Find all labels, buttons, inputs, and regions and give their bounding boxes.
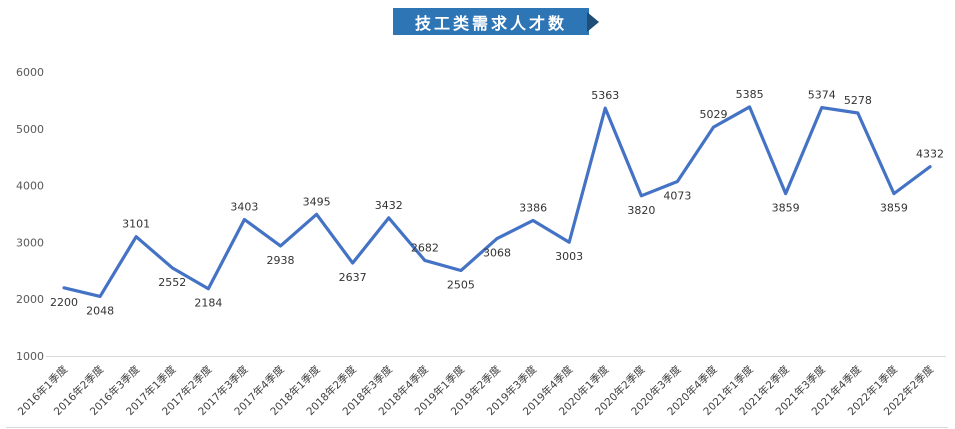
data-label: 3432 <box>375 199 403 212</box>
y-axis-label: 5000 <box>16 123 44 136</box>
data-label: 3859 <box>772 202 800 215</box>
chart-title-banner: 技工类需求人才数 <box>393 8 599 35</box>
data-label: 3101 <box>122 218 150 231</box>
data-label: 4332 <box>916 148 944 161</box>
data-label: 5385 <box>736 88 764 101</box>
y-axis-label: 1000 <box>16 350 44 363</box>
data-label: 2682 <box>411 241 439 254</box>
data-label: 5363 <box>591 89 619 102</box>
data-label: 3068 <box>483 247 511 260</box>
data-label: 2637 <box>339 271 367 284</box>
data-label: 3003 <box>555 250 583 263</box>
data-label: 2505 <box>447 279 475 292</box>
data-label: 3495 <box>303 195 331 208</box>
data-label: 5029 <box>700 108 728 121</box>
y-axis-label: 4000 <box>16 180 44 193</box>
data-label: 2200 <box>50 296 78 309</box>
data-label: 3859 <box>880 202 908 215</box>
data-label: 2552 <box>158 276 186 289</box>
data-label: 3820 <box>627 204 655 217</box>
chart-title: 技工类需求人才数 <box>414 13 567 33</box>
data-label: 5374 <box>808 89 836 102</box>
data-label: 4073 <box>663 189 691 202</box>
data-label: 2184 <box>194 297 222 310</box>
y-axis-label: 2000 <box>16 293 44 306</box>
data-label: 3386 <box>519 201 547 214</box>
y-axis-label: 6000 <box>16 66 44 79</box>
data-label: 2938 <box>267 254 295 267</box>
data-label: 3403 <box>230 201 258 214</box>
data-label: 5278 <box>844 94 872 107</box>
y-axis-label: 3000 <box>16 236 44 249</box>
data-label: 2048 <box>86 304 114 317</box>
demand-line-series <box>62 105 932 299</box>
